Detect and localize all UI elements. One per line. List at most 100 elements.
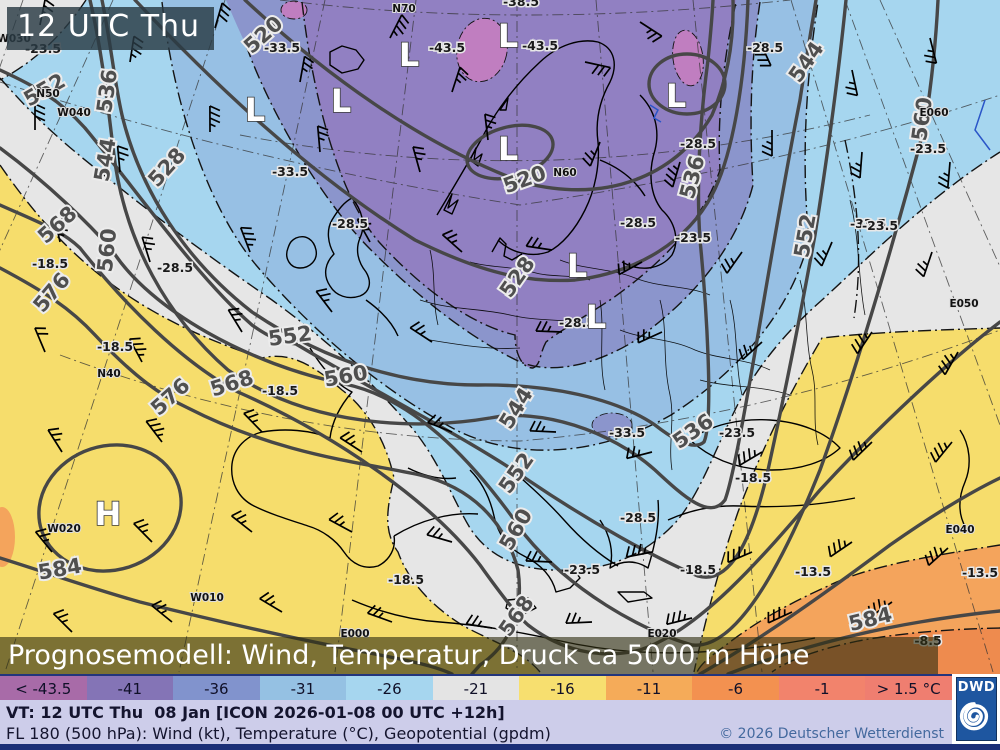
wind-barb [356, 217, 372, 243]
svg-text:-13.5: -13.5 [795, 564, 831, 579]
wind-barb [299, 55, 315, 83]
wind-barb [116, 145, 129, 173]
svg-text:-23.5: -23.5 [675, 230, 711, 245]
svg-text:L: L [498, 130, 518, 168]
wind-barb [451, 66, 469, 93]
wind-barb [727, 546, 753, 564]
wind-barb [525, 550, 553, 563]
legend-segment: -36 [173, 676, 260, 702]
copyright-text: © 2026 Deutscher Wetterdienst [719, 726, 944, 742]
legend-segment: < -43.5 [0, 676, 87, 702]
svg-text:-28.5: -28.5 [620, 510, 656, 525]
svg-text:L: L [498, 17, 518, 55]
wind-barb [484, 113, 497, 141]
region-magenta-pocket [456, 17, 508, 83]
svg-text:W010: W010 [190, 592, 224, 604]
wind-barb [529, 420, 557, 433]
svg-text:N50: N50 [36, 88, 59, 100]
legend-segment: -1 [778, 676, 866, 702]
svg-text:L: L [399, 36, 419, 74]
rivers [649, 99, 991, 151]
legend-segment: -26 [346, 676, 433, 702]
wind-barb [151, 599, 173, 623]
wind-barbs [34, 0, 959, 633]
svg-text:L: L [567, 247, 587, 285]
wind-barb [924, 37, 938, 65]
svg-text:L: L [586, 298, 606, 336]
wind-barb [827, 538, 853, 558]
wind-barb [738, 341, 763, 361]
chart-title-bar: Prognosemodell: Wind, Temperatur, Druck … [0, 637, 938, 674]
wind-barb [465, 614, 493, 629]
svg-text:E060: E060 [919, 107, 948, 119]
wind-barb [849, 151, 863, 179]
svg-text:W040: W040 [57, 107, 91, 119]
wind-barb [761, 130, 773, 157]
footer-valid-time: VT: 12 UTC Thu 08 Jan [ICON 2026-01-08 0… [6, 703, 505, 722]
wind-barb [813, 241, 833, 267]
svg-text:-28.5: -28.5 [747, 40, 783, 55]
svg-text:560: 560 [93, 227, 121, 273]
svg-text:W020: W020 [47, 523, 81, 535]
svg-text:-23.5: -23.5 [862, 218, 898, 233]
wind-barb [315, 288, 333, 313]
dwd-logo-panel: DWD [952, 674, 1000, 744]
wind-barb [929, 441, 953, 463]
svg-text:-28.5: -28.5 [680, 136, 716, 151]
wind-barb [535, 320, 563, 333]
svg-text:-23.5: -23.5 [719, 425, 755, 440]
wind-barb [441, 229, 463, 253]
chart-title-text: Prognosemodell: Wind, Temperatur, Druck … [8, 640, 810, 671]
legend-segment: -16 [519, 676, 606, 702]
svg-text:-13.5: -13.5 [962, 565, 998, 580]
svg-text:-18.5: -18.5 [97, 339, 133, 354]
wind-barb [582, 141, 601, 167]
wind-barb [720, 251, 743, 274]
wind-barb [243, 408, 263, 433]
wind-barb [639, 21, 663, 43]
wind-barb [366, 604, 393, 623]
wind-barb [316, 125, 329, 153]
svg-text:-18.5: -18.5 [32, 256, 68, 271]
svg-text:E050: E050 [949, 298, 978, 310]
wind-barb [754, 41, 772, 67]
svg-text:E040: E040 [945, 524, 974, 536]
wind-barb [625, 543, 653, 558]
wind-barb [584, 61, 612, 77]
legend-segment: -21 [432, 676, 520, 702]
wind-barb [848, 441, 873, 461]
wind-barb [141, 236, 156, 263]
legend-segment: -31 [259, 676, 347, 702]
footer-level-info: FL 180 (500 hPa): Wind (kt), Temperature… [6, 724, 551, 743]
region-magenta-pocket [280, 0, 308, 20]
dwd-logo-text: DWD [957, 680, 996, 695]
svg-text:L: L [245, 91, 265, 129]
wind-barb [412, 146, 426, 173]
svg-text:-18.5: -18.5 [735, 470, 771, 485]
country-borders [419, 199, 866, 471]
svg-text:N40: N40 [97, 368, 120, 380]
legend-segment: -11 [605, 676, 693, 702]
svg-text:N70: N70 [392, 3, 415, 15]
temperature-legend: < -43.5 -41 -36 -31 -26 -21 -16 -11 -6 -1 > 1.5 °C [0, 674, 952, 702]
svg-text:-43.5: -43.5 [522, 38, 558, 53]
svg-text:-33.5: -33.5 [264, 40, 300, 55]
wind-barb [426, 525, 453, 543]
svg-text:L: L [666, 77, 686, 115]
geopotential-contours [0, 0, 1000, 674]
wind-barb [328, 512, 353, 533]
region-purple [302, 0, 736, 368]
wind-barb [34, 327, 49, 353]
forecast-map: 5205205285285365365365445445445525525525… [0, 0, 1000, 674]
wind-barb [850, 331, 873, 355]
svg-text:-28.5: -28.5 [157, 260, 193, 275]
wind-barb [525, 236, 553, 251]
wind-barb [259, 591, 283, 613]
svg-text:H: H [95, 495, 122, 533]
region-orange-spot [0, 507, 15, 567]
dwd-spiral-icon [959, 702, 989, 731]
wind-barb [231, 510, 253, 533]
wind-barb [53, 215, 68, 243]
wind-barb [209, 105, 221, 133]
